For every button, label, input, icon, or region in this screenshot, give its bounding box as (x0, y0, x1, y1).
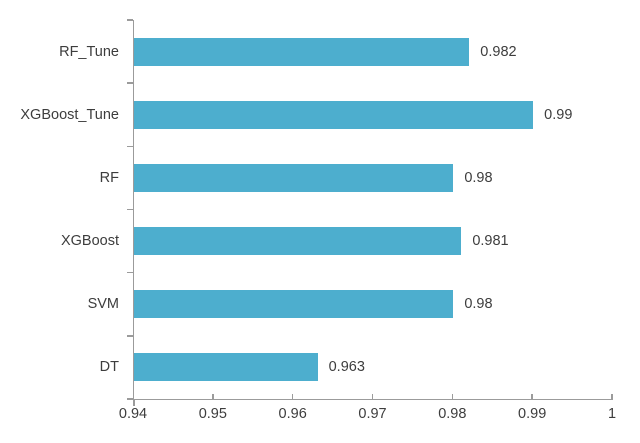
x-axis-tick (212, 394, 214, 399)
bar-value-label: 0.99 (544, 106, 573, 123)
x-tick-label: 0.96 (278, 406, 307, 422)
bar (134, 290, 454, 319)
x-tick-label: 1 (607, 406, 617, 422)
x-axis-tick (371, 394, 374, 399)
category-label: SVM (87, 296, 119, 313)
y-axis-tick (127, 82, 133, 84)
y-axis-overshoot (133, 400, 135, 406)
x-tick-label: 0.94 (118, 406, 148, 422)
y-axis-category-labels: RF_Tune XGBoost_Tune RF XGBoost SVM DT (0, 20, 119, 399)
bar-row: 0.98 (134, 273, 613, 336)
x-tick-label: 0.98 (438, 406, 467, 422)
bar-value-label: 0.981 (472, 233, 509, 250)
y-axis-tick (127, 19, 133, 21)
y-axis-tick (127, 335, 133, 337)
bar-row: 0.99 (134, 83, 613, 146)
x-tick-label: 0.99 (518, 406, 547, 422)
x-tick-label: 0.97 (358, 406, 387, 422)
bar (134, 227, 462, 256)
category-label: XGBoost_Tune (20, 106, 119, 123)
bar-value-label: 0.963 (328, 359, 365, 376)
category-label: RF (99, 169, 119, 186)
x-axis-tick (611, 394, 613, 399)
bar (134, 353, 318, 382)
bar-row: 0.98 (134, 146, 613, 209)
y-axis-tick (127, 271, 133, 274)
bar-row: 0.981 (134, 210, 613, 273)
bar-row: 0.982 (134, 20, 613, 83)
bar-value-label: 0.98 (464, 169, 493, 186)
x-tick-label: 0.95 (198, 406, 227, 422)
bar-value-label: 0.982 (480, 43, 517, 60)
category-label: DT (99, 359, 119, 376)
x-axis-tick (451, 394, 454, 399)
plot-area: 0.982 0.99 0.98 0.981 0.98 0.963 (133, 20, 613, 400)
y-axis-tick (127, 208, 133, 211)
y-axis-tick (127, 145, 133, 148)
bar (134, 163, 454, 192)
bar (134, 37, 470, 66)
x-axis-tick (291, 394, 294, 399)
bar (134, 100, 534, 129)
bar-row: 0.963 (134, 336, 613, 399)
x-axis-tick (531, 394, 533, 399)
y-axis-tick (127, 398, 133, 400)
category-label: XGBoost (60, 233, 119, 250)
category-label: RF_Tune (59, 43, 119, 60)
bar-value-label: 0.98 (464, 296, 493, 313)
